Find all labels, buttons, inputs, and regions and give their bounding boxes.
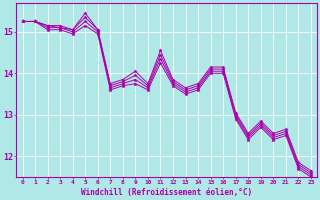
X-axis label: Windchill (Refroidissement éolien,°C): Windchill (Refroidissement éolien,°C)	[81, 188, 252, 197]
